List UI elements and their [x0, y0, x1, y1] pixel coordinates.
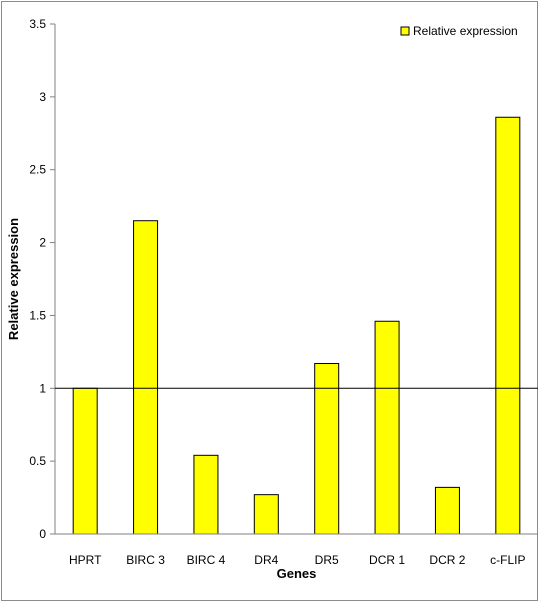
x-axis-ticks: HPRT BIRC 3 BIRC 4 DR4 DR5 DCR 1 DCR 2 c-FLIP — [69, 553, 526, 567]
y-tick-label: 3 — [39, 90, 46, 104]
bars — [72, 116, 521, 535]
y-tick-label: 0.5 — [29, 454, 46, 468]
x-axis-title: Genes — [277, 566, 317, 581]
bar — [253, 494, 279, 535]
bar — [193, 454, 219, 535]
x-tick-label: DCR 1 — [369, 553, 405, 567]
y-tick-label: 1 — [39, 381, 46, 395]
y-tick-label: 2 — [39, 236, 46, 250]
legend: Relative expression — [400, 24, 518, 38]
bar — [314, 363, 340, 535]
y-tick-label: 2.5 — [29, 163, 46, 177]
y-axis-title: Relative expression — [6, 218, 21, 340]
legend-swatch — [400, 26, 410, 36]
y-tick-label: 3.5 — [29, 17, 46, 31]
x-tick-label: HPRT — [69, 553, 102, 567]
x-tick-label: c-FLIP — [490, 553, 525, 567]
y-axis-ticks: 0 0.5 1 1.5 2 2.5 3 3.5 — [29, 17, 55, 541]
y-tick-label: 0 — [39, 527, 46, 541]
bar — [133, 220, 159, 535]
x-tick-label: DR5 — [315, 553, 339, 567]
x-tick-label: DR4 — [254, 553, 278, 567]
bar — [434, 486, 460, 535]
legend-label: Relative expression — [413, 24, 518, 38]
bar — [495, 116, 521, 535]
bar — [72, 387, 98, 535]
y-tick-label: 1.5 — [29, 308, 46, 322]
bar — [374, 320, 400, 535]
x-tick-label: DCR 2 — [429, 553, 465, 567]
x-tick-label: BIRC 4 — [187, 553, 226, 567]
x-tick-label: BIRC 3 — [126, 553, 165, 567]
